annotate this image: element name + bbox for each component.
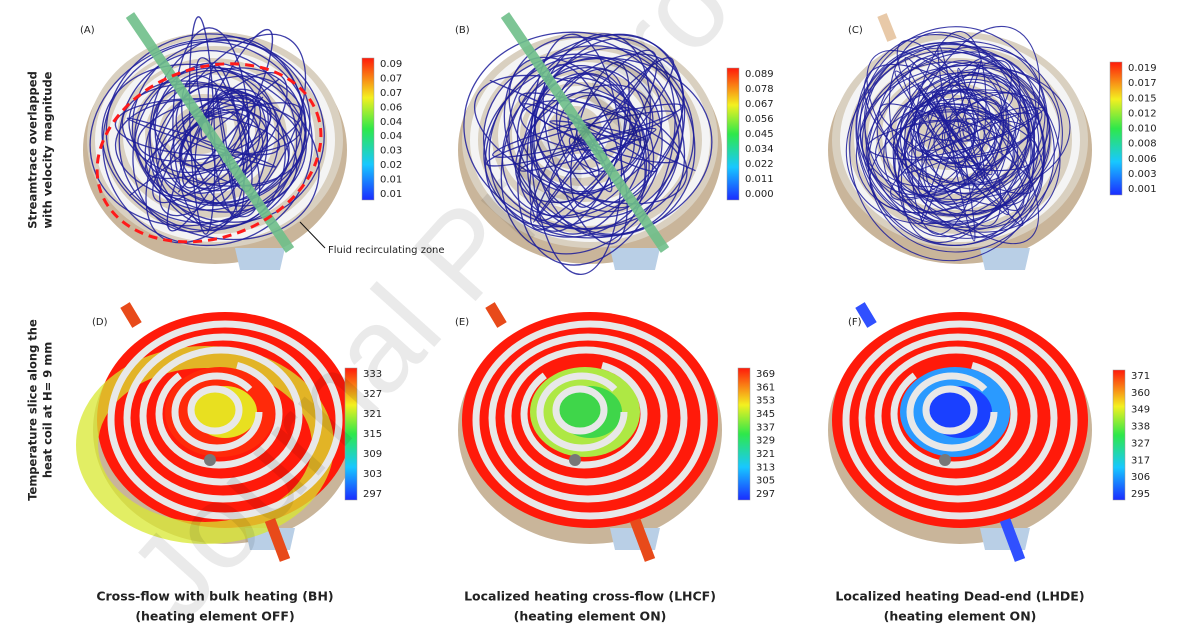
inlet-rod — [882, 15, 892, 40]
colorbar-tick-label: 371 — [1131, 371, 1150, 382]
colorbar-tick-label: 0.045 — [745, 129, 774, 140]
outlet-fitting — [610, 248, 660, 270]
colorbar-tick-label: 317 — [1131, 455, 1150, 466]
panel-label: (F) — [848, 317, 862, 328]
colorbar-tick-label: 0.07 — [380, 73, 402, 84]
colorbar-tick-label: 0.067 — [745, 99, 774, 110]
colorbar-tick-label: 0.056 — [745, 114, 774, 125]
colorbar-tick-label: 305 — [756, 476, 775, 487]
figure: (A)0.090.070.070.060.040.040.030.020.010… — [0, 0, 1177, 628]
panel: (F) 371 360 349 338 327 317 306 295 — [828, 305, 1150, 560]
row-label: with velocity magnitude — [41, 71, 55, 228]
colorbar-tick-label: 327 — [1131, 438, 1150, 449]
colorbar-tick-label: 0.02 — [380, 160, 402, 171]
colorbar-tick-label: 369 — [756, 369, 775, 380]
inlet-pipe — [125, 305, 137, 325]
colorbar-tick-label: 0.089 — [745, 69, 774, 80]
colorbar-tick-label: 0.07 — [380, 88, 402, 99]
colorbar — [727, 68, 739, 200]
colorbar-tick-label: 306 — [1131, 472, 1150, 483]
colorbar-tick-label: 0.001 — [1128, 184, 1157, 195]
caption: Localized heating Dead-end (LHDE) — [835, 589, 1084, 604]
colorbar-tick-label: 321 — [756, 449, 775, 460]
panel-label: (A) — [80, 25, 95, 36]
caption: (heating element ON) — [514, 609, 667, 624]
colorbar-tick-label: 295 — [1131, 489, 1150, 500]
colorbar-tick-label: 0.015 — [1128, 93, 1157, 104]
colorbar-tick-label: 0.011 — [745, 174, 774, 185]
colorbar-tick-label: 0.04 — [380, 131, 402, 142]
colorbar-tick-label: 0.010 — [1128, 124, 1157, 135]
colorbar-tick-label: 0.06 — [380, 102, 402, 113]
colorbar-tick-label: 303 — [363, 469, 382, 480]
row-label: Temperature slice along the — [26, 319, 40, 501]
colorbar-tick-label: 338 — [1131, 422, 1150, 433]
colorbar-tick-label: 0.03 — [380, 146, 402, 157]
colorbar-tick-label: 349 — [1131, 405, 1150, 416]
row-label: heat coil at H= 9 mm — [41, 342, 55, 478]
colorbar — [1113, 370, 1125, 500]
colorbar-tick-label: 0.008 — [1128, 139, 1157, 150]
colorbar-tick-label: 0.003 — [1128, 169, 1157, 180]
colorbar-tick-label: 0.022 — [745, 159, 774, 170]
caption: Localized heating cross-flow (LHCF) — [464, 589, 716, 604]
heater-pin — [939, 454, 951, 466]
row-label: Streamtrace overlapped — [26, 71, 40, 229]
colorbar-tick-label: 337 — [756, 422, 775, 433]
colorbar-tick-label: 361 — [756, 382, 775, 393]
colorbar-tick-label: 0.006 — [1128, 154, 1157, 165]
colorbar-tick-label: 0.078 — [745, 84, 774, 95]
colorbar-tick-label: 297 — [363, 489, 382, 500]
colorbar — [1110, 62, 1122, 195]
colorbar — [362, 58, 374, 200]
colorbar-tick-label: 0.01 — [380, 175, 402, 186]
colorbar-tick-label: 0.04 — [380, 117, 402, 128]
colorbar-tick-label: 297 — [756, 489, 775, 500]
colorbar-tick-label: 360 — [1131, 388, 1150, 399]
colorbar-tick-label: 0.012 — [1128, 108, 1157, 119]
colorbar-tick-label: 313 — [756, 462, 775, 473]
panel-label: (C) — [848, 25, 863, 36]
colorbar-tick-label: 0.01 — [380, 189, 402, 200]
outlet-fitting — [235, 248, 285, 270]
colorbar — [738, 368, 750, 500]
heater-pin — [569, 454, 581, 466]
panel: (A) 0.09 0.07 0.07 0.06 0.04 0.04 0.03 0.02 0.01 0… — [64, 8, 402, 272]
colorbar-tick-label: 0.000 — [745, 189, 774, 200]
panel-label: (B) — [455, 25, 470, 36]
colorbar-tick-label: 345 — [756, 409, 775, 420]
inlet-pipe — [860, 305, 872, 325]
colorbar-tick-label: 353 — [756, 396, 775, 407]
panel: (C) 0.019 0.017 0.015 0.012 0.010 0.008 0.006 0.… — [811, 4, 1156, 290]
caption: (heating element ON) — [884, 609, 1037, 624]
colorbar-tick-label: 0.034 — [745, 144, 774, 155]
colorbar-tick-label: 0.019 — [1128, 63, 1157, 74]
colorbar-tick-label: 329 — [756, 436, 775, 447]
panel-label: (D) — [92, 317, 108, 328]
colorbar-tick-label: 0.017 — [1128, 78, 1157, 89]
colorbar-tick-label: 0.09 — [380, 59, 402, 70]
